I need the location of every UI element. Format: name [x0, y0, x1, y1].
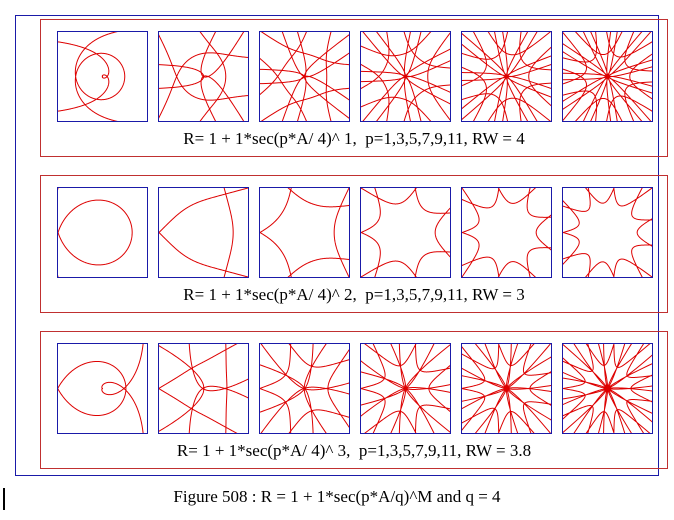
polar-curve	[58, 344, 144, 433]
polar-curve	[563, 32, 652, 121]
row-caption-3: R= 1 + 1*sec(p*A/ 4)^ 3, p=1,3,5,7,9,11,…	[176, 441, 532, 460]
text-cursor-mark	[3, 488, 5, 510]
curve-panel-row1-p7	[360, 31, 451, 122]
row-frame-3: R= 1 + 1*sec(p*A/ 4)^ 3, p=1,3,5,7,9,11,…	[40, 331, 668, 469]
polar-curve	[58, 32, 126, 121]
polar-curve	[260, 188, 349, 277]
curve-panel-row2-p11	[562, 187, 653, 278]
curve-panel-row2-p1	[57, 187, 148, 278]
polar-curve	[563, 344, 652, 433]
curve-panel-row1-p1	[57, 31, 148, 122]
polar-plot-svg	[563, 32, 652, 121]
polar-curve	[563, 188, 652, 277]
polar-plot-svg	[58, 188, 133, 277]
polar-plot-svg	[260, 32, 349, 121]
curve-panel-row3-p1	[57, 343, 148, 434]
curve-panel-row2-p9	[461, 187, 552, 278]
curve-panel-row3-p11	[562, 343, 653, 434]
row-caption-1: R= 1 + 1*sec(p*A/ 4)^ 1, p=1,3,5,7,9,11,…	[183, 129, 525, 148]
polar-curve	[361, 344, 450, 433]
polar-plot-svg	[260, 188, 349, 277]
polar-plot-svg	[260, 344, 349, 433]
polar-plot-svg	[563, 188, 652, 277]
curve-panel-row2-p3	[158, 187, 249, 278]
polar-curve	[462, 32, 551, 121]
polar-plot-svg	[361, 344, 450, 433]
polar-curve	[462, 344, 551, 433]
figure-caption: Figure 508 : R = 1 + 1*sec(p*A/q)^M and …	[173, 487, 501, 506]
polar-curve	[159, 32, 248, 121]
polar-plot-svg	[159, 32, 248, 121]
curve-panel-row3-p3	[158, 343, 249, 434]
polar-curve	[58, 188, 133, 277]
row-frame-1: R= 1 + 1*sec(p*A/ 4)^ 1, p=1,3,5,7,9,11,…	[40, 19, 668, 157]
polar-plot-svg	[159, 344, 248, 433]
figure-frame: R= 1 + 1*sec(p*A/ 4)^ 1, p=1,3,5,7,9,11,…	[15, 15, 668, 476]
curve-panel-row3-p7	[360, 343, 451, 434]
polar-curve	[260, 32, 349, 121]
polar-curve	[361, 188, 450, 277]
curve-panel-row3-p5	[259, 343, 350, 434]
polar-curve	[361, 32, 450, 121]
curve-panel-row1-p3	[158, 31, 249, 122]
row-frame-2: R= 1 + 1*sec(p*A/ 4)^ 2, p=1,3,5,7,9,11,…	[40, 175, 668, 313]
polar-curve	[159, 188, 248, 277]
row-caption-2: R= 1 + 1*sec(p*A/ 4)^ 2, p=1,3,5,7,9,11,…	[183, 285, 525, 304]
polar-plot-svg	[462, 32, 551, 121]
polar-plot-svg	[361, 188, 450, 277]
polar-plot-svg	[361, 32, 450, 121]
curve-panel-row1-p11	[562, 31, 653, 122]
polar-plot-svg	[58, 344, 144, 433]
curve-panel-row2-p5	[259, 187, 350, 278]
curve-panel-row3-p9	[461, 343, 552, 434]
polar-plot-svg	[462, 344, 551, 433]
polar-plot-svg	[159, 188, 248, 277]
polar-plot-svg	[58, 32, 126, 121]
polar-curve	[159, 344, 248, 433]
curve-panel-row1-p5	[259, 31, 350, 122]
curve-panel-row2-p7	[360, 187, 451, 278]
polar-plot-svg	[462, 188, 551, 277]
polar-plot-svg	[563, 344, 652, 433]
polar-curve	[260, 344, 349, 433]
polar-curve	[462, 188, 551, 277]
curve-panel-row1-p9	[461, 31, 552, 122]
